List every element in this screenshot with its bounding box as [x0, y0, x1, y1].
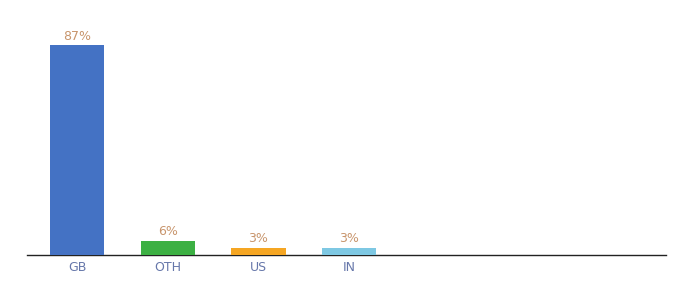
- Text: 87%: 87%: [63, 30, 91, 43]
- Text: 3%: 3%: [248, 232, 269, 245]
- Text: 6%: 6%: [158, 225, 177, 238]
- Bar: [231, 248, 286, 255]
- Bar: [50, 45, 104, 255]
- Text: 3%: 3%: [339, 232, 359, 245]
- Bar: [322, 248, 376, 255]
- Bar: [141, 241, 195, 255]
